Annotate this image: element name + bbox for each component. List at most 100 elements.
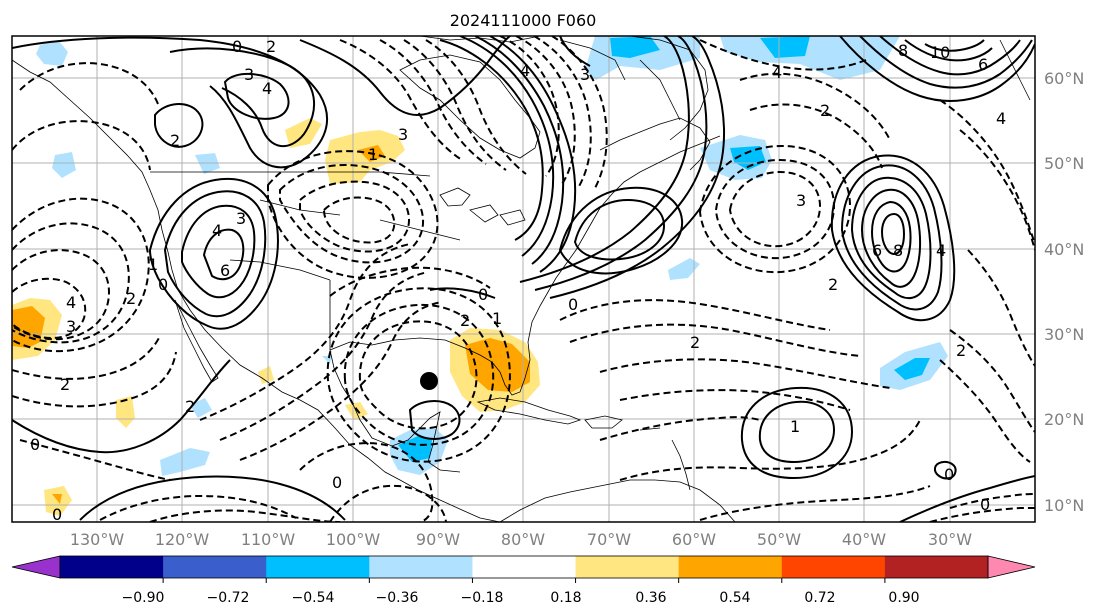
coast-hispaniola	[584, 415, 623, 429]
contour-label: 3	[796, 191, 806, 210]
solid-contour-east-ring-1	[558, 186, 684, 275]
solid-contour-sw-ridge-1	[148, 178, 279, 330]
dashed-contour-atl-east-4	[949, 329, 1035, 433]
solid-contour-atl-ring-4	[860, 188, 922, 288]
contour-label: 0	[332, 473, 342, 492]
lon-axis-labels: 130°W 120°W 110°W 100°W 90°W 80°W 70°W 6…	[70, 530, 972, 549]
shade-yellow-pac2	[116, 396, 135, 428]
dashed-contour-hudson-4	[551, 36, 608, 191]
contour-label: 8	[898, 41, 908, 60]
contour-label: 4	[212, 221, 222, 240]
contour-label: 0	[568, 295, 578, 314]
contour-label: 3	[244, 65, 254, 84]
dashed-contour-ne-3	[699, 39, 867, 71]
dashed-contour-atlantic-6	[619, 419, 921, 481]
contour-label: 2	[170, 131, 180, 150]
dashed-contour-pac-low-6	[12, 351, 177, 408]
solid-contour-ne-ring-5	[924, 39, 985, 52]
lat-label: 20°N	[1044, 410, 1084, 429]
contour-label: 6	[978, 55, 988, 74]
solid-contour-atl-ring-6	[880, 212, 906, 256]
contour-label: 4	[936, 241, 946, 260]
colorbar-swatch	[781, 556, 886, 578]
solid-contour-east-high-1	[519, 36, 690, 283]
contour-labels: 0 2 3 4 2 3 4 6 1 0 2 3 4 2 0 2 0 1 3 0	[30, 37, 1006, 524]
contour-label: 2	[820, 101, 830, 120]
dashed-contour-mexico-1	[199, 243, 411, 421]
shade-blue-newfoundland-core	[730, 146, 766, 170]
dashed-contour-pac-low-3	[12, 249, 110, 341]
colorbar-tick-label: −0.90	[122, 590, 165, 606]
contour-label: 2	[690, 333, 700, 352]
contour-label: 2	[185, 397, 195, 416]
colorbar-extend-high	[987, 555, 1036, 579]
dashed-contour-se-1	[949, 493, 1035, 509]
contour-label: 1	[492, 309, 502, 328]
dashed-contour-se-us-1	[329, 266, 491, 297]
lon-label: 40°W	[842, 530, 886, 549]
solid-contour-pac-low	[79, 475, 346, 521]
contour-label: 3	[236, 209, 246, 228]
shade-blue-top-4	[760, 36, 810, 58]
dashed-contour-gulf-low-3	[326, 287, 511, 463]
dashed-contour-canada-4	[425, 39, 527, 175]
colorbar-tick-label: 0.54	[719, 590, 750, 606]
dashed-contour-se-2	[929, 507, 1035, 522]
contour-label: 0	[52, 505, 62, 524]
contour-label: 2	[956, 341, 966, 360]
shade-blue-top-2	[610, 36, 660, 58]
solid-contour-nw-high-2	[169, 47, 316, 148]
solid-contour-sw-ridge-2	[163, 190, 267, 318]
lon-label: 120°W	[155, 530, 210, 549]
solid-contour-atl-ring-3	[850, 176, 932, 300]
dashed-contour-pac-west-1	[19, 439, 171, 481]
solid-contour-sw-ridge-core	[202, 228, 245, 281]
contour-label: 0	[232, 37, 242, 56]
contour-label: 0	[478, 285, 488, 304]
lon-label: 60°W	[672, 530, 716, 549]
shade-blue-atl	[668, 258, 700, 280]
contour-label: 4	[66, 293, 76, 312]
map-frame	[11, 35, 1036, 523]
colorbar-swatch	[472, 556, 577, 578]
lon-label: 110°W	[241, 530, 296, 549]
dashed-contour-mexico-2	[219, 271, 429, 441]
solid-contour-gom	[429, 287, 496, 299]
lat-label: 50°N	[1044, 154, 1084, 173]
figure-title: 2024111000 F060	[450, 11, 597, 30]
lon-label: 130°W	[70, 530, 125, 549]
storm-center-marker	[420, 372, 438, 390]
solid-contour-canada-3	[459, 36, 555, 257]
solid-contour-nw-low	[154, 103, 204, 148]
solid-contour-nw-high	[12, 36, 329, 169]
colorbar-tick-label: −0.54	[292, 590, 335, 606]
shade-orange-florida	[465, 338, 530, 392]
dashed-contour-pac-low-4	[12, 277, 87, 340]
dashed-contour-atlantic-7	[699, 485, 931, 521]
lat-label: 40°N	[1044, 240, 1084, 259]
dashed-contour-ne-1	[739, 72, 891, 141]
contour-label: 3	[580, 65, 590, 84]
coast-western-europe	[999, 39, 1031, 101]
coast-alaska-bc	[12, 59, 501, 522]
lat-label: 60°N	[1044, 69, 1084, 88]
solid-contour-east-high-2	[534, 36, 708, 291]
dashed-contour-atl-east-2	[959, 129, 1035, 251]
colorbar-ticks	[162, 578, 886, 583]
coast-greenland	[629, 36, 709, 141]
contour-label: 4	[520, 61, 530, 80]
solid-contour-sw-ridge-3	[181, 204, 256, 299]
dashed-contour-central-am	[99, 494, 297, 521]
colorbar-swatch	[163, 556, 267, 578]
colorbar-swatch	[575, 556, 680, 578]
solid-contour-se-zero	[899, 475, 1035, 522]
colorbar-frame	[59, 555, 989, 579]
shade-blue-top-3	[720, 36, 900, 80]
colorbar-tick-label: 0.18	[550, 590, 581, 606]
solid-contour-ne-ring-4	[904, 39, 993, 62]
lat-axis-labels: 60°N 50°N 40°N 30°N 20°N 10°N	[1044, 69, 1084, 515]
solid-contour-mid-atl-2	[740, 386, 854, 480]
shade-yellow-mex	[258, 366, 274, 384]
contour-label: 2	[60, 375, 70, 394]
